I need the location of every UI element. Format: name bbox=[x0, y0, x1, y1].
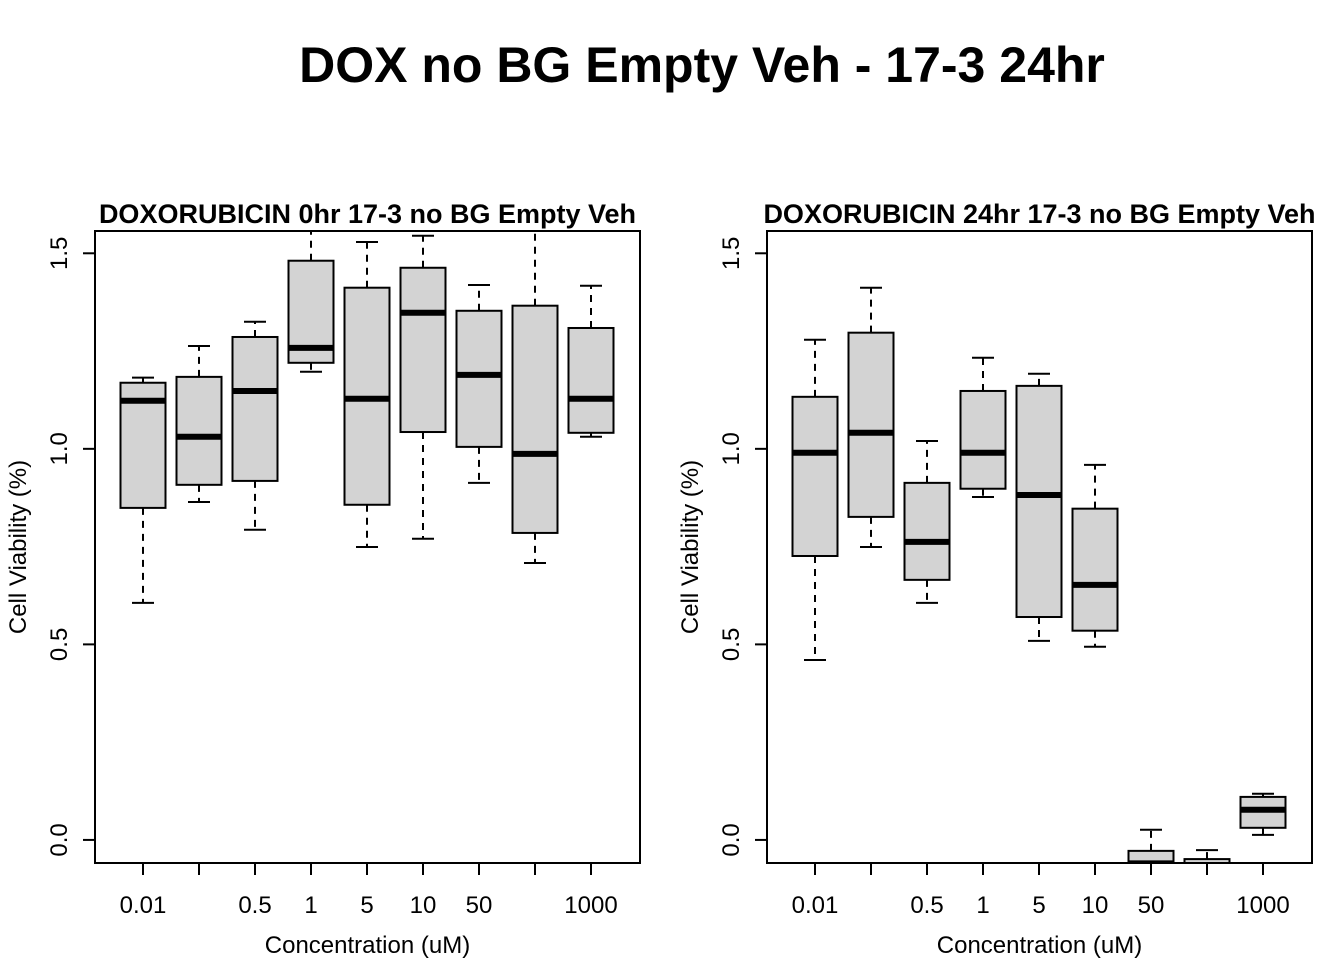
box bbox=[567, 326, 615, 434]
box bbox=[847, 331, 895, 518]
panel: DOXORUBICIN 24hr 17-3 no BG Empty Veh 0.0… bbox=[677, 199, 1316, 959]
plot-area bbox=[791, 286, 1287, 863]
x-tick-label: 0.5 bbox=[910, 892, 943, 919]
y-tick-label: 0.5 bbox=[718, 628, 745, 661]
x-tick-label: 0.01 bbox=[792, 892, 839, 919]
x-tick-label: 0.5 bbox=[238, 892, 271, 919]
y-axis-label: Cell Viability (%) bbox=[677, 460, 704, 634]
box bbox=[1015, 384, 1063, 619]
box bbox=[1127, 849, 1175, 863]
y-tick-label: 1.5 bbox=[718, 237, 745, 270]
figure-title: DOX no BG Empty Veh - 17-3 24hr bbox=[299, 37, 1105, 93]
box bbox=[903, 481, 951, 581]
x-tick-label: 1 bbox=[976, 892, 989, 919]
x-tick-label: 50 bbox=[466, 892, 493, 919]
x-tick-label: 50 bbox=[1138, 892, 1165, 919]
box bbox=[791, 395, 839, 557]
box bbox=[399, 266, 447, 434]
y-tick-label: 0.0 bbox=[46, 823, 73, 856]
x-axis-label: Concentration (uM) bbox=[937, 932, 1142, 959]
panel-title: DOXORUBICIN 24hr 17-3 no BG Empty Veh bbox=[763, 199, 1315, 229]
x-tick-label: 1 bbox=[304, 892, 317, 919]
panel: DOXORUBICIN 0hr 17-3 no BG Empty Veh 0.0 0… bbox=[5, 199, 641, 959]
x-tick-label: 10 bbox=[410, 892, 437, 919]
x-axis-label: Concentration (uM) bbox=[265, 932, 470, 959]
x-tick-label: 0.01 bbox=[120, 892, 167, 919]
x-tick-label: 10 bbox=[1082, 892, 1109, 919]
plot-area bbox=[119, 231, 615, 604]
x-tick-label: 5 bbox=[1032, 892, 1045, 919]
x-tick-label: 1000 bbox=[1236, 892, 1289, 919]
box bbox=[511, 304, 559, 534]
box bbox=[175, 375, 223, 486]
y-tick-label: 0.0 bbox=[718, 823, 745, 856]
y-tick-label: 1.0 bbox=[46, 432, 73, 465]
box bbox=[231, 335, 279, 482]
box bbox=[1071, 507, 1119, 632]
panel-title: DOXORUBICIN 0hr 17-3 no BG Empty Veh bbox=[99, 199, 636, 229]
box bbox=[1183, 858, 1231, 863]
y-tick-label: 1.0 bbox=[718, 432, 745, 465]
box bbox=[455, 309, 503, 448]
y-tick-label: 1.5 bbox=[46, 237, 73, 270]
y-tick-label: 0.5 bbox=[46, 628, 73, 661]
x-tick-label: 5 bbox=[360, 892, 373, 919]
x-tick-label: 1000 bbox=[564, 892, 617, 919]
y-axis-label: Cell Viability (%) bbox=[5, 460, 32, 634]
box bbox=[959, 389, 1007, 490]
